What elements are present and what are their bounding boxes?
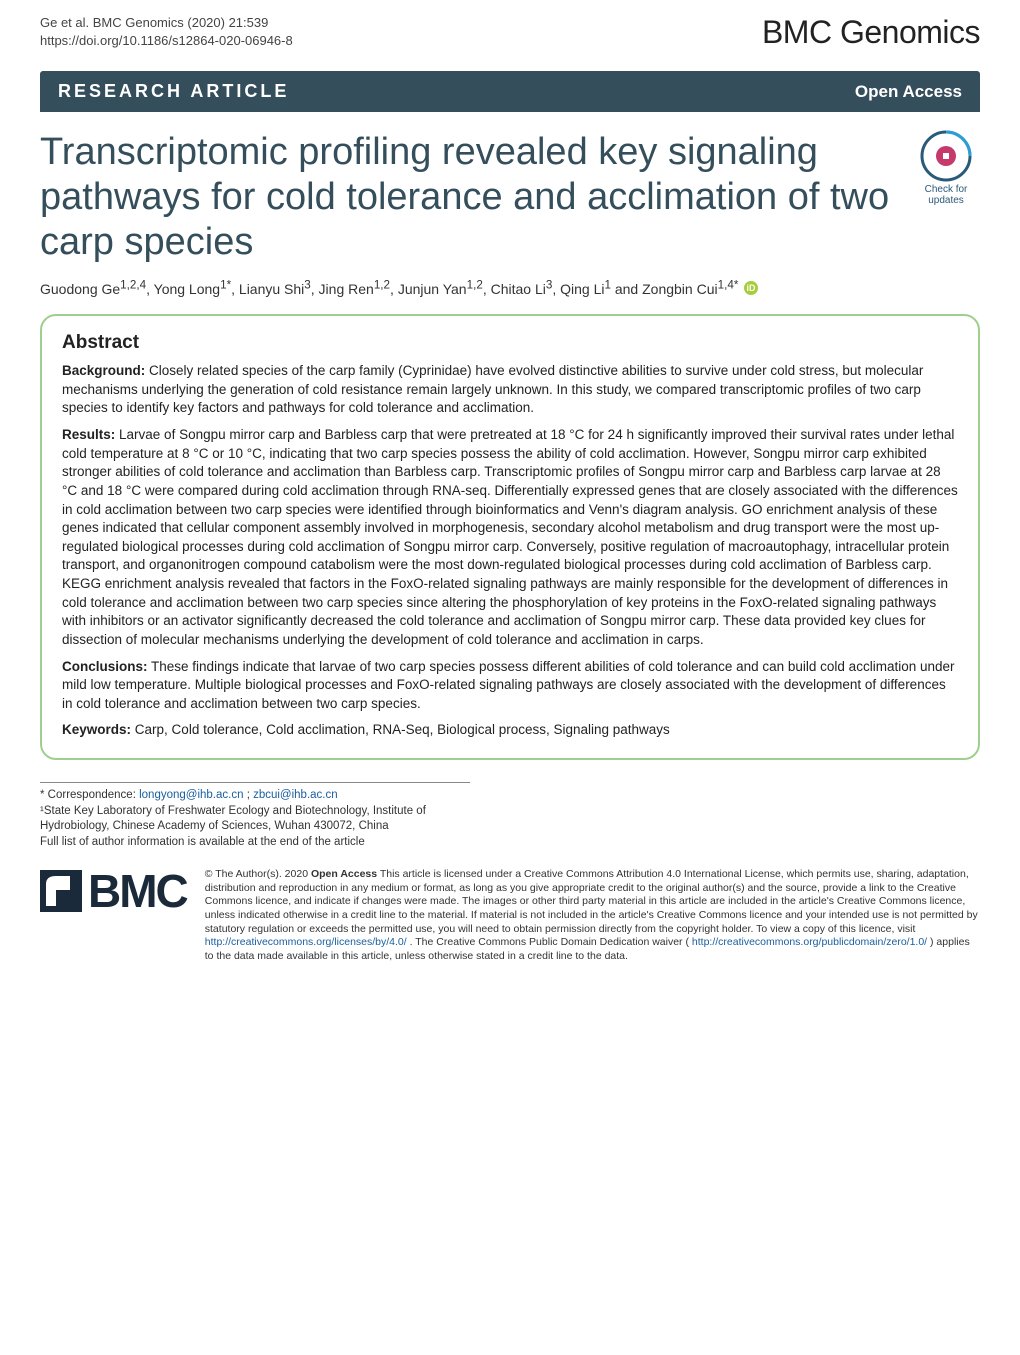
- conclusions-label: Conclusions:: [62, 659, 148, 674]
- abstract-heading: Abstract: [62, 332, 958, 354]
- keywords-label: Keywords:: [62, 722, 131, 737]
- affiliation-more: Full list of author information is avail…: [40, 836, 365, 848]
- abstract-keywords: Keywords: Carp, Cold tolerance, Cold acc…: [62, 721, 958, 740]
- keywords-text: Carp, Cold tolerance, Cold acclimation, …: [135, 722, 670, 737]
- svg-text:iD: iD: [747, 283, 757, 293]
- article-type-bar: RESEARCH ARTICLE Open Access: [40, 71, 980, 112]
- orcid-icon[interactable]: iD: [744, 281, 758, 298]
- bmc-logo: BMC: [40, 868, 187, 914]
- license-text: © The Author(s). 2020 Open Access This a…: [205, 868, 980, 963]
- correspondence-email-2[interactable]: zbcui@ihb.ac.cn: [253, 789, 338, 801]
- check-updates-text: Check for updates: [925, 184, 968, 206]
- header-bar: Ge et al. BMC Genomics (2020) 21:539 htt…: [0, 0, 1020, 57]
- correspondence-email-1[interactable]: longyong@ihb.ac.cn: [139, 789, 243, 801]
- correspondence-block: * Correspondence: longyong@ihb.ac.cn ; z…: [40, 782, 470, 850]
- abstract-conclusions: Conclusions: These findings indicate tha…: [62, 658, 958, 714]
- journal-brand: BMC Genomics: [762, 14, 980, 51]
- abstract-results: Results: Larvae of Songpu mirror carp an…: [62, 426, 958, 650]
- open-access-label: Open Access: [855, 82, 962, 102]
- abstract-background: Background: Closely related species of t…: [62, 362, 958, 418]
- affiliation-1: ¹State Key Laboratory of Freshwater Ecol…: [40, 805, 426, 833]
- conclusions-text: These findings indicate that larvae of t…: [62, 659, 955, 711]
- bmc-mark-icon: [40, 870, 82, 912]
- bmc-text: BMC: [88, 868, 187, 914]
- background-label: Background:: [62, 363, 145, 378]
- correspondence-star: * Correspondence:: [40, 789, 139, 801]
- license-body-2: . The Creative Commons Public Domain Ded…: [410, 936, 689, 948]
- article-type-label: RESEARCH ARTICLE: [58, 81, 289, 102]
- background-text: Closely related species of the carp fami…: [62, 363, 923, 415]
- citation-line2: https://doi.org/10.1186/s12864-020-06946…: [40, 33, 293, 48]
- authors-text: Guodong Ge1,2,4, Yong Long1*, Lianyu Shi…: [40, 281, 738, 297]
- results-label: Results:: [62, 427, 115, 442]
- authors-line: Guodong Ge1,2,4, Yong Long1*, Lianyu Shi…: [40, 278, 980, 298]
- title-block: Transcriptomic profiling revealed key si…: [40, 130, 980, 264]
- footer: BMC © The Author(s). 2020 Open Access Th…: [40, 868, 980, 963]
- check-updates-badge[interactable]: Check for updates: [912, 130, 980, 206]
- license-link-1[interactable]: http://creativecommons.org/licenses/by/4…: [205, 936, 407, 948]
- results-text: Larvae of Songpu mirror carp and Barbles…: [62, 427, 958, 647]
- abstract-box: Abstract Background: Closely related spe…: [40, 314, 980, 760]
- crossmark-icon: [920, 130, 972, 182]
- license-link-2[interactable]: http://creativecommons.org/publicdomain/…: [692, 936, 927, 948]
- license-open-access: Open Access: [311, 868, 377, 880]
- citation: Ge et al. BMC Genomics (2020) 21:539 htt…: [40, 14, 293, 49]
- citation-line1: Ge et al. BMC Genomics (2020) 21:539: [40, 15, 268, 30]
- license-prefix: © The Author(s). 2020: [205, 868, 311, 880]
- article-title: Transcriptomic profiling revealed key si…: [40, 130, 894, 264]
